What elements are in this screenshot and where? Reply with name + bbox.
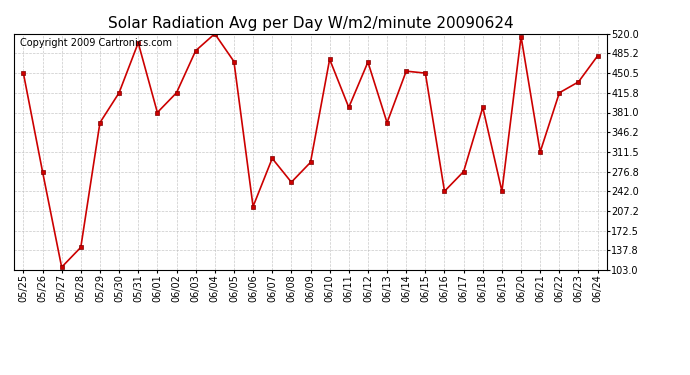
Title: Solar Radiation Avg per Day W/m2/minute 20090624: Solar Radiation Avg per Day W/m2/minute … bbox=[108, 16, 513, 31]
Text: Copyright 2009 Cartronics.com: Copyright 2009 Cartronics.com bbox=[20, 39, 172, 48]
